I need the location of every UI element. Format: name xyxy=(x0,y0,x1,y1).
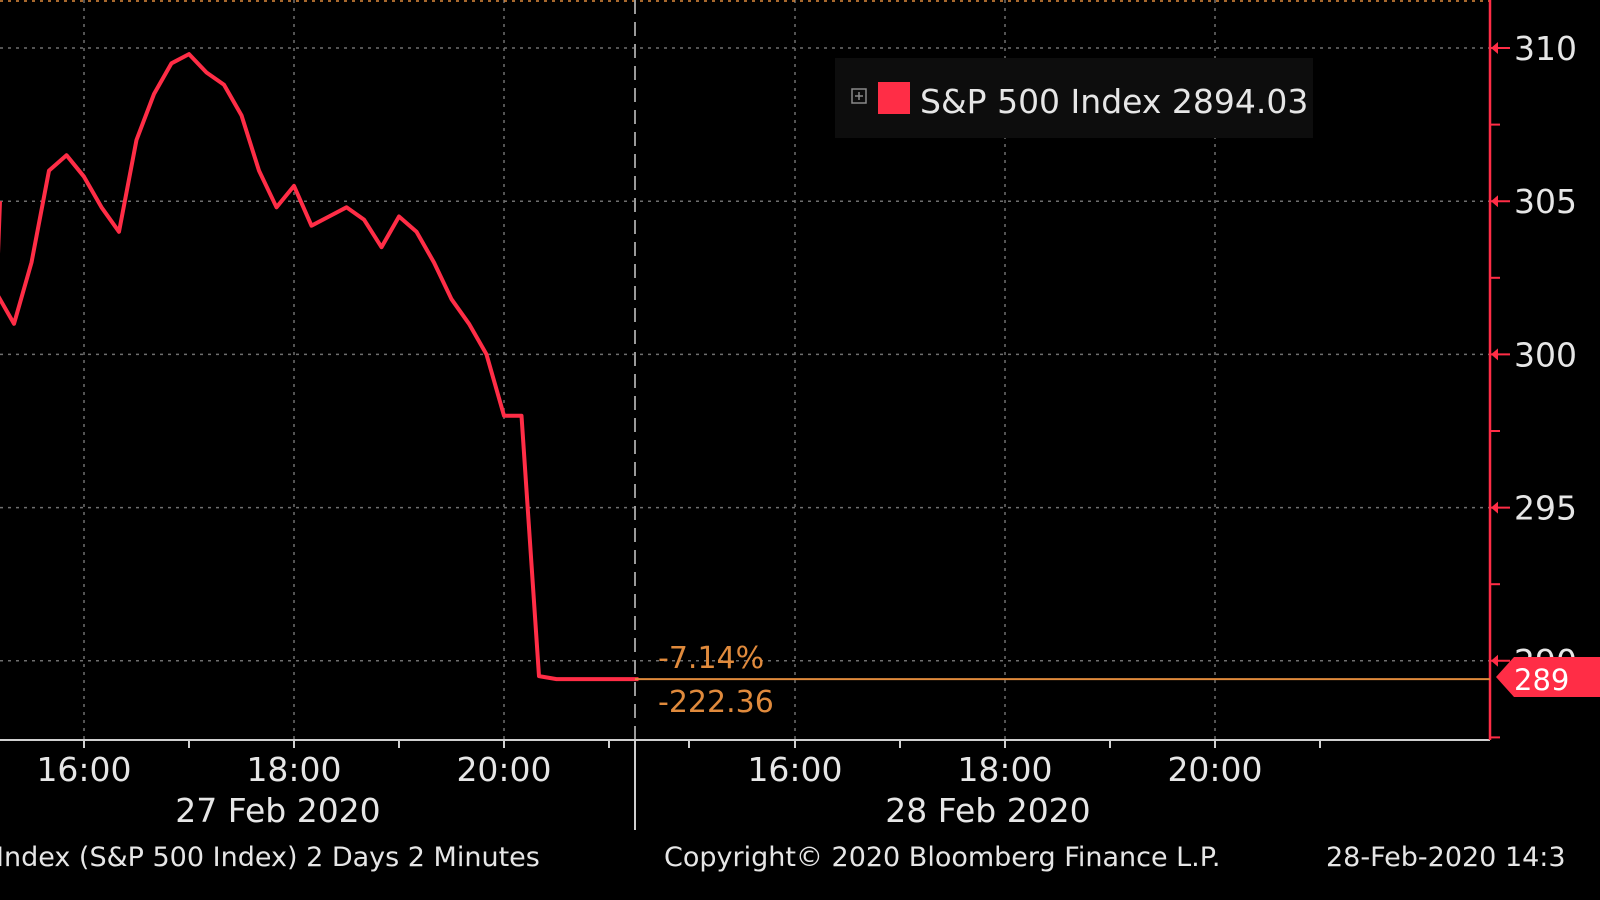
y-tick-label: 305 xyxy=(1514,182,1577,221)
gridlines xyxy=(0,0,1490,740)
y-tick-label: 310 xyxy=(1514,29,1577,68)
y-tick-marker xyxy=(1491,348,1498,361)
y-tick-marker xyxy=(1491,42,1498,54)
pct-change-label: -7.14% xyxy=(658,641,764,676)
change-annotation: -7.14% -222.36 xyxy=(658,641,774,720)
x-tick-label: 18:00 xyxy=(246,750,341,789)
series-layer xyxy=(0,52,1490,682)
y-tick-label: 300 xyxy=(1514,335,1577,374)
axes xyxy=(0,0,1510,830)
y-tick-marker xyxy=(1491,195,1498,208)
last-price-tag-label: 289 xyxy=(1514,663,1569,697)
x-day-label: 28 Feb 2020 xyxy=(885,791,1090,830)
footer-description: Index (S&P 500 Index) 2 Days 2 Minutes xyxy=(0,842,540,873)
x-day-label: 27 Feb 2020 xyxy=(175,791,380,830)
x-tick-label: 20:00 xyxy=(456,750,551,789)
x-tick-label: 16:00 xyxy=(36,750,131,789)
legend[interactable]: S&P 500 Index 2894.03 xyxy=(835,58,1313,138)
x-tick-label: 20:00 xyxy=(1167,750,1262,789)
legend-swatch xyxy=(878,82,910,114)
x-tick-label: 16:00 xyxy=(747,750,842,789)
y-tick-marker xyxy=(1491,501,1498,514)
footer: Index (S&P 500 Index) 2 Days 2 Minutes C… xyxy=(0,842,1566,873)
y-tick-marker xyxy=(1491,654,1498,667)
y-tick-label: 295 xyxy=(1514,489,1577,528)
labels-layer: 31030530029529016:0018:0020:0016:0018:00… xyxy=(36,29,1577,830)
legend-label: S&P 500 Index 2894.03 xyxy=(920,82,1308,121)
x-tick-label: 18:00 xyxy=(957,750,1052,789)
legend-box xyxy=(835,58,1313,138)
last-price-tag-shape xyxy=(1496,657,1600,697)
last-price-tag: 289 xyxy=(1496,657,1600,697)
footer-copyright: Copyright© 2020 Bloomberg Finance L.P. xyxy=(664,842,1220,873)
footer-timestamp: 28-Feb-2020 14:3 xyxy=(1326,842,1566,873)
plus-box-icon[interactable] xyxy=(851,88,867,104)
abs-change-label: -222.36 xyxy=(658,685,774,720)
